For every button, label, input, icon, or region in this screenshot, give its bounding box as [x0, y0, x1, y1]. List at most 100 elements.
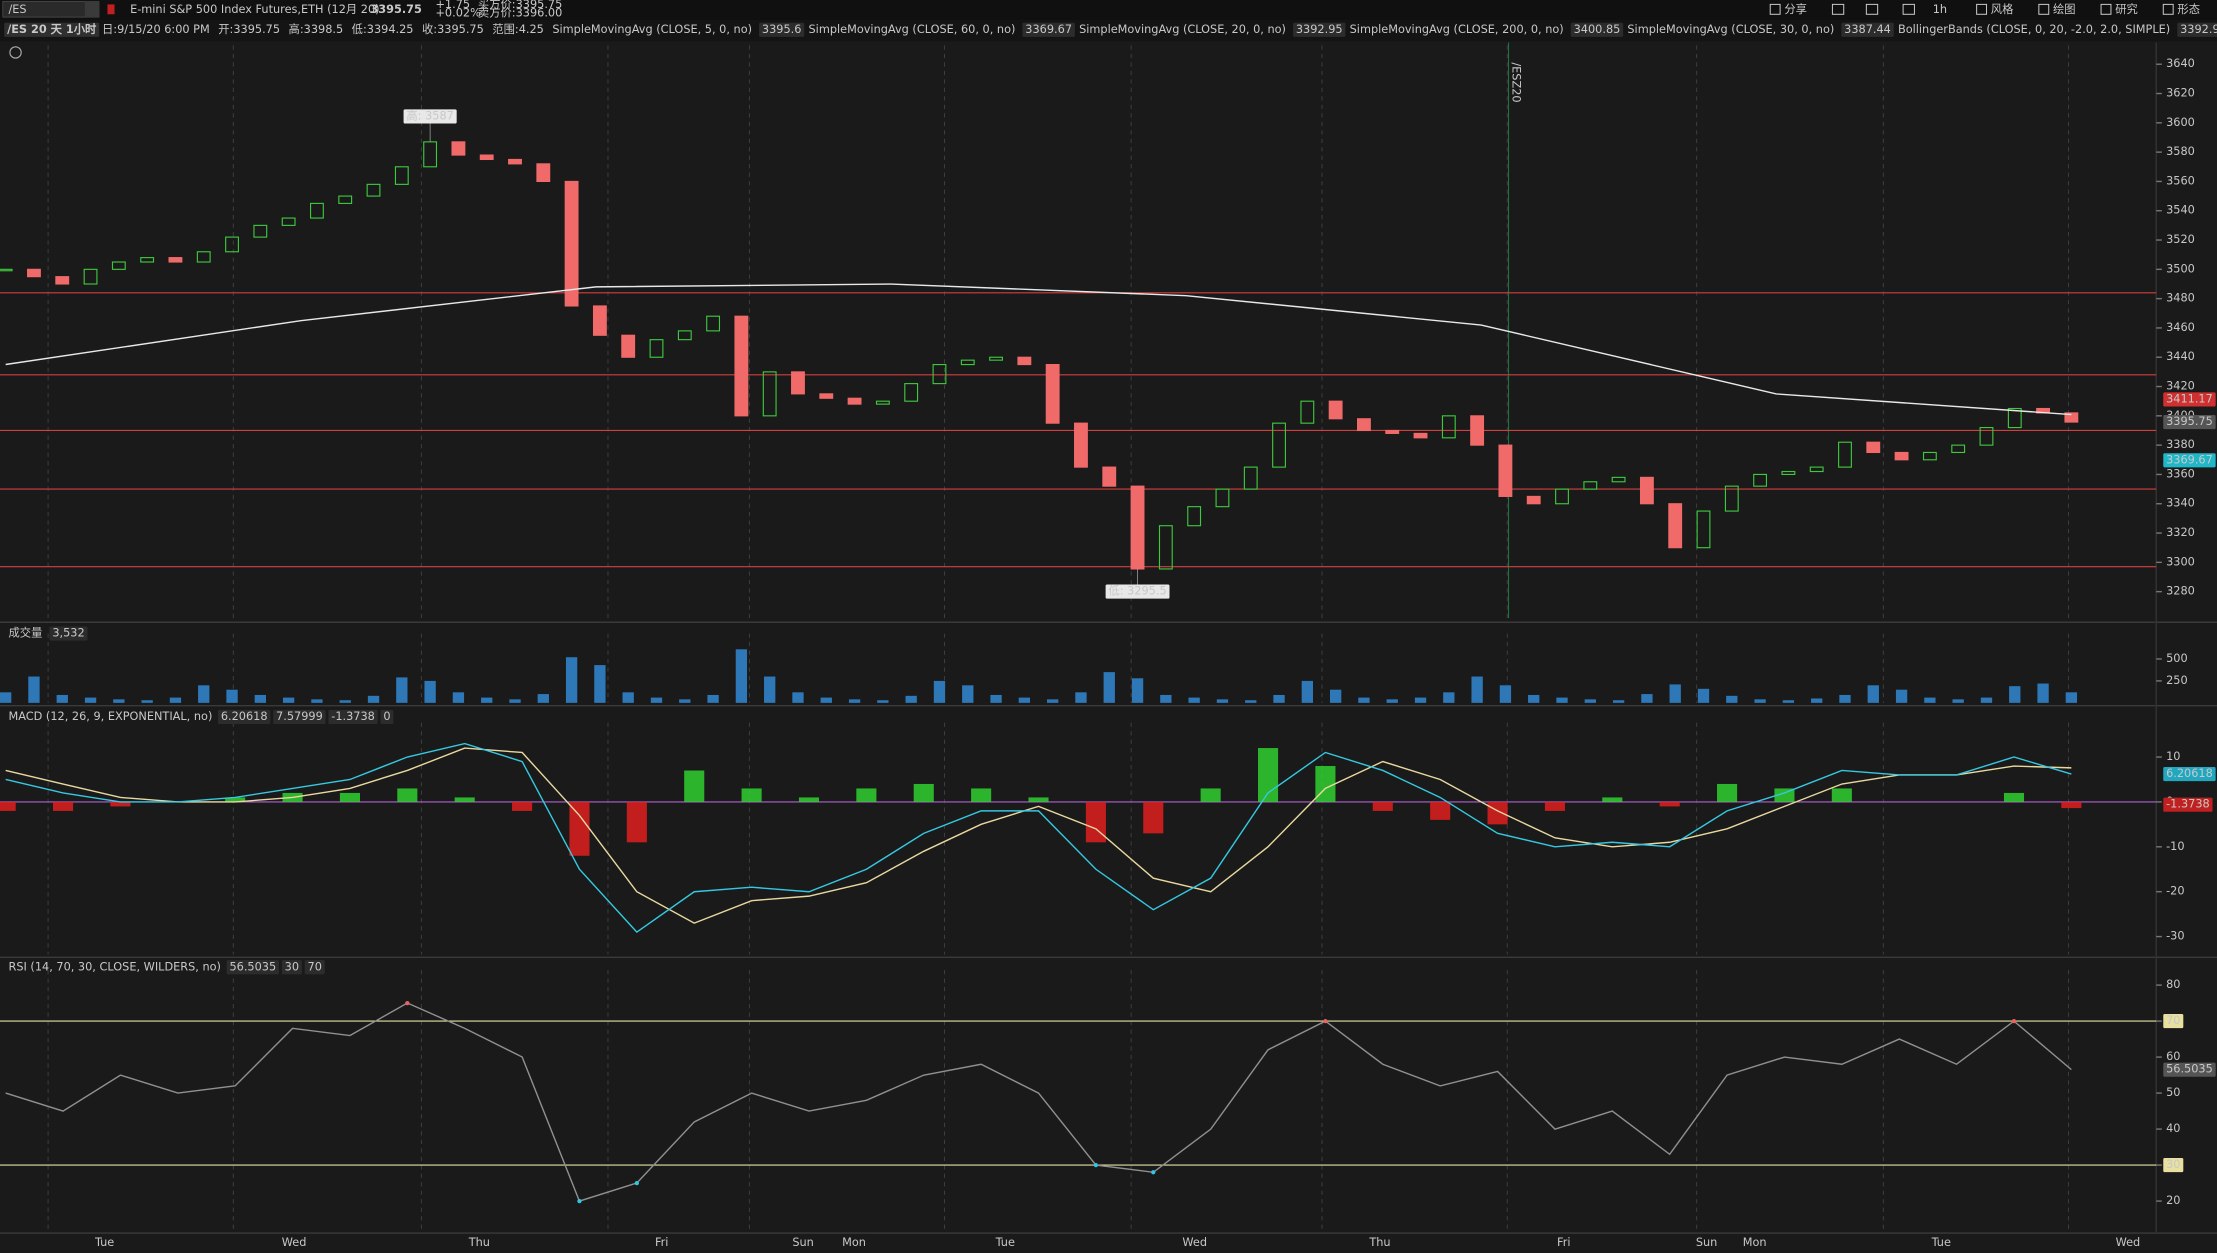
candle [989, 356, 1003, 361]
study-value-box [1570, 22, 1624, 37]
annotation-box [403, 109, 457, 124]
macd-hist [798, 797, 820, 802]
legend-value: -1.3738 [331, 710, 375, 723]
volume-bar [2065, 692, 2078, 703]
info-icon[interactable] [9, 46, 22, 59]
tool-icon[interactable] [1865, 3, 1879, 15]
day-label: Wed [282, 1236, 307, 1249]
volume-bar [226, 689, 238, 703]
candle [875, 400, 890, 405]
symbol[interactable]: /ES [8, 3, 26, 16]
candle [762, 371, 777, 417]
candle [1356, 418, 1371, 432]
ask: 卖方价:3396.00 [478, 6, 562, 20]
legend-value-box [281, 960, 302, 975]
candle [819, 393, 834, 399]
macd-hist [1143, 801, 1164, 834]
volume-bar [1047, 699, 1059, 703]
toolbar-button[interactable]: 研究 [2115, 2, 2138, 16]
study-label: SimpleMovingAvg (CLOSE, 30, 0, no) [1627, 23, 1834, 36]
button-icon[interactable] [1769, 3, 1781, 15]
toolbar-button[interactable]: 分享 [1784, 2, 1807, 16]
volume-bar [1443, 692, 1455, 703]
volume-bar [1782, 700, 1795, 703]
candle [677, 330, 692, 341]
panel-title: 成交量 [8, 626, 42, 640]
candle [564, 180, 579, 307]
value-marker: -1.3738 [2166, 798, 2210, 811]
macd-hist [512, 801, 533, 811]
y-tick-label: 3540 [2166, 204, 2195, 217]
panel-value-box [49, 626, 88, 641]
button-icon[interactable] [2038, 3, 2050, 15]
candle [1017, 356, 1032, 366]
volume-bar [877, 700, 889, 703]
y-tick-label: 3360 [2166, 467, 2195, 480]
macd-line [5, 742, 2072, 933]
price-marker-box [2163, 414, 2216, 430]
flag-icon [107, 4, 115, 15]
candle [960, 359, 975, 366]
volume-bar [1867, 685, 1879, 703]
candle [1979, 426, 1994, 446]
button-icon[interactable] [2162, 3, 2174, 15]
candle [592, 305, 607, 336]
macd-hist [1257, 748, 1279, 802]
rsi-extreme [577, 1198, 582, 1204]
tool-icon[interactable] [1831, 3, 1845, 15]
candle [1243, 466, 1258, 490]
button-icon[interactable] [2100, 3, 2112, 15]
toolbar-button[interactable]: 形态 [2177, 3, 2200, 16]
rsi-extreme [1151, 1170, 1156, 1175]
study-label: SimpleMovingAvg (CLOSE, 60, 0, no) [809, 23, 1016, 36]
volume-bar [169, 697, 182, 703]
tool-icon[interactable] [1902, 3, 1915, 15]
candle [27, 268, 41, 278]
volume-bar [509, 699, 521, 703]
day-label: Tue [995, 1236, 1015, 1249]
volume-bar [1895, 689, 1908, 703]
volume-bar [1414, 697, 1427, 703]
legend-value-box [328, 709, 378, 725]
candle [1781, 470, 1796, 476]
candle [932, 363, 947, 385]
volume-bar [84, 697, 97, 703]
macd-hist [1544, 801, 1565, 811]
candle [1753, 473, 1768, 487]
candle [1639, 476, 1654, 505]
candle [366, 183, 381, 197]
button-icon[interactable] [1976, 3, 1988, 15]
candle [649, 339, 664, 358]
candle [1724, 485, 1739, 512]
y-tick-label: 20 [2166, 1194, 2180, 1207]
candle [1583, 481, 1598, 490]
volume-bar [792, 692, 804, 703]
volume-bar [707, 694, 719, 703]
volume-bar [1811, 698, 1823, 703]
candle [1555, 488, 1569, 505]
candle [253, 224, 268, 238]
volume-bar [1754, 699, 1766, 703]
study-value-box [1022, 22, 1075, 37]
volume-bar [254, 694, 266, 703]
macd-hist [684, 770, 705, 802]
timeframe[interactable]: 1h [1933, 3, 1947, 16]
toolbar-button[interactable]: 风格 [1991, 2, 2014, 16]
toolbar-button[interactable]: 绘图 [2053, 2, 2076, 16]
macd-hist [971, 788, 992, 802]
ohlc-item: 高:3398.5 [289, 22, 344, 36]
candle [536, 163, 551, 182]
candle [1102, 466, 1117, 487]
volume-bar [113, 699, 125, 703]
candle [309, 202, 324, 219]
volume-bar [1018, 697, 1031, 703]
y-tick-label: -10 [2166, 840, 2184, 853]
candle [1300, 400, 1315, 424]
macd-hist [856, 788, 877, 802]
study-value-box [1841, 22, 1894, 37]
volume-bar [2009, 686, 2021, 703]
volume-bar [962, 685, 974, 703]
symbol-dropdown[interactable] [84, 1, 99, 18]
volume-bar [311, 699, 323, 703]
